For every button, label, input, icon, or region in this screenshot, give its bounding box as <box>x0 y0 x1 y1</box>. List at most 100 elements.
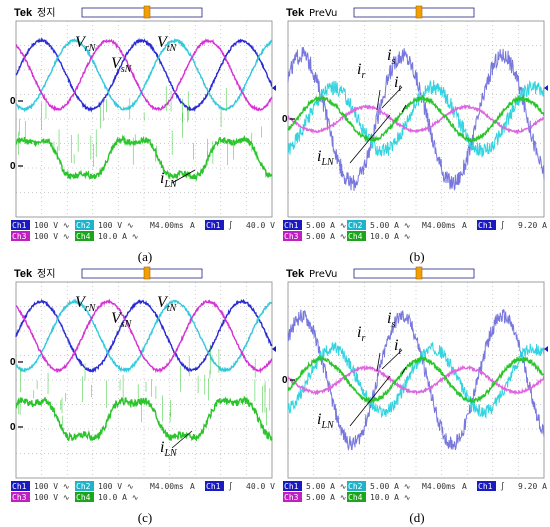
trigger-marker <box>415 5 423 19</box>
trace-label: is <box>387 47 395 67</box>
annotation-pointer <box>381 86 403 109</box>
scope-panel-b: Tek PreVu 0 ir is it iLN Ch1 5.00 A ∿ Ch2 5.00 A ∿… <box>282 5 550 266</box>
panel-caption: (a) <box>138 249 152 264</box>
trace-label: is <box>387 310 395 330</box>
trace-label: iLN <box>317 148 335 168</box>
footer-readout: Ch1 <box>206 221 221 230</box>
trace-label: VsN <box>111 310 133 330</box>
footer-readout: 9.20 A <box>518 221 547 230</box>
trace-ch4 <box>15 134 273 182</box>
annotation-pointer <box>376 352 381 372</box>
footer-readout: A <box>462 221 467 230</box>
footer-readout: 5.00 A ∿ <box>306 482 346 491</box>
channel-chip <box>205 220 224 230</box>
annotation-pointer <box>401 104 407 113</box>
footer-readout: Ch1 <box>12 482 27 491</box>
trace-ch3 <box>15 298 273 374</box>
channel-chip <box>205 481 224 491</box>
trace-ch2 <box>287 80 545 158</box>
footer-readout: Ch2 <box>348 482 363 491</box>
footer-readout: 5.00 A ∿ <box>306 493 346 502</box>
channel-chip <box>347 231 366 241</box>
scope-state: PreVu <box>309 8 337 19</box>
footer-readout: 100 V ∿ <box>34 493 70 502</box>
footer-readout: M4.00ms <box>150 482 184 491</box>
footer-readout: Ch3 <box>284 493 299 502</box>
footer-readout: 10.0 A ∿ <box>98 493 138 502</box>
channel-chip <box>75 492 94 502</box>
footer-readout: 40.0 V <box>246 221 275 230</box>
trigger-level-arrow <box>272 346 276 352</box>
record-bar <box>353 268 475 279</box>
trigger-marker <box>143 5 151 19</box>
trace-ch1 <box>287 46 545 192</box>
graticule <box>288 282 544 478</box>
footer-readout: 100 V ∿ <box>34 221 70 230</box>
zero-marker: 0 <box>10 96 16 107</box>
trace-ch1 <box>15 37 273 113</box>
channel-chip <box>75 220 94 230</box>
footer-readout: Ch1 <box>284 221 299 230</box>
footer-readout: 9.20 A <box>518 482 547 491</box>
trace-ch1 <box>287 308 545 452</box>
trace-ch1 <box>15 298 273 374</box>
trace-label: ir <box>357 324 365 344</box>
annotation-pointer <box>171 169 196 184</box>
record-bar <box>81 7 203 18</box>
zero-marker: 0 <box>10 422 16 433</box>
footer-readout: A <box>190 221 195 230</box>
graticule <box>288 21 544 217</box>
footer-readout: ∫ <box>500 482 505 491</box>
scope-panel-d: Tek PreVu 0 ir is it iLN Ch1 5.00 A ∿ Ch2 5.00 A ∿… <box>282 266 550 527</box>
annotation-pointer <box>349 375 391 427</box>
trace-ch3 <box>287 364 545 396</box>
footer-readout: 5.00 A ∿ <box>370 221 410 230</box>
channel-chip <box>347 492 366 502</box>
footer-readout: A <box>462 482 467 491</box>
trace-ch3 <box>15 38 273 112</box>
footer-readout: 100 V ∿ <box>34 482 70 491</box>
trace-label: iLN <box>317 411 335 431</box>
footer-readout: Ch1 <box>206 482 221 491</box>
zero-marker: 0 <box>282 114 288 125</box>
scope-brand: Tek <box>14 268 33 280</box>
panel-caption: (d) <box>409 510 424 525</box>
zero-marker: 0 <box>10 357 16 368</box>
trace-ch2 <box>15 38 273 113</box>
zero-marker: 0 <box>10 161 16 172</box>
annotation-pointer <box>349 114 391 164</box>
channel-chip <box>11 481 30 491</box>
scope-brand: Tek <box>286 268 305 280</box>
scope-state: PreVu <box>309 269 337 280</box>
annotation-pointer <box>376 89 381 111</box>
channel-chip <box>11 231 30 241</box>
channel-chip <box>283 220 302 230</box>
footer-readout: Ch3 <box>284 232 299 241</box>
annotation-pointer <box>381 349 403 370</box>
scope-svg: Tek 정지 0 0 VrN VsN VtN iLN Ch1 100 V ∿ Ch2 100 V ∿ M… <box>10 5 276 264</box>
trace-label: VtN <box>157 294 178 314</box>
trace-spikes <box>18 344 271 428</box>
footer-readout: 10.0 A ∿ <box>370 232 410 241</box>
trace-ch4 <box>287 94 545 144</box>
footer-readout: Ch4 <box>348 493 363 502</box>
footer-readout: Ch4 <box>76 232 91 241</box>
scope-state: 정지 <box>37 268 55 280</box>
footer-readout: M4.00ms <box>150 221 184 230</box>
footer-readout: 5.00 A ∿ <box>306 221 346 230</box>
channel-chip <box>75 231 94 241</box>
footer-readout: M4.00ms <box>422 482 456 491</box>
scope-panel-c: Tek 정지 0 0 VrN VsN VtN iLN Ch1 100 V ∿ Ch2 100 V ∿ M… <box>10 266 280 527</box>
footer-readout: Ch4 <box>348 232 363 241</box>
trigger-level-arrow <box>272 85 276 91</box>
channel-chip <box>347 220 366 230</box>
channel-chip <box>347 481 366 491</box>
scope-brand: Tek <box>14 7 33 19</box>
trace-label: VsN <box>111 55 133 75</box>
panel-caption: (c) <box>138 510 152 525</box>
trace-label: it <box>394 337 401 357</box>
trace-ch2 <box>15 298 273 374</box>
zero-marker: 0 <box>282 375 288 386</box>
trace-label: VrN <box>75 34 97 54</box>
